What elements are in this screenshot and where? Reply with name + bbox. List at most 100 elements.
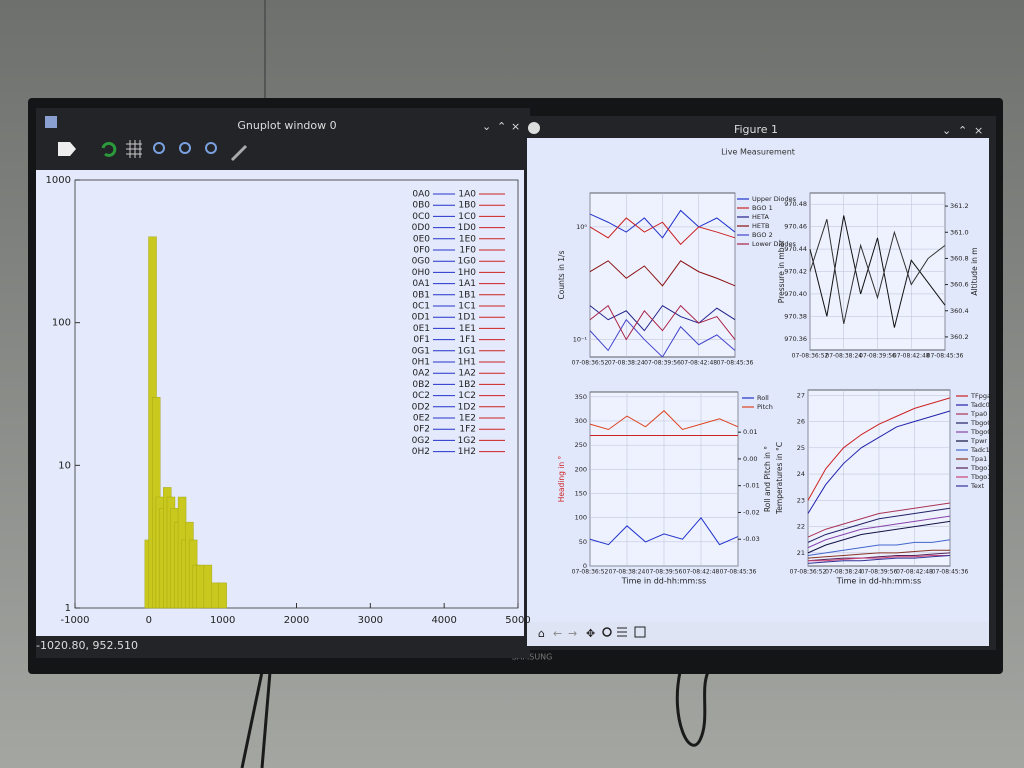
y2-axis-label: Roll and Pitch in ° — [763, 446, 772, 512]
legend-label: TFpga — [970, 392, 991, 400]
legend-label: 0G1 — [412, 346, 430, 356]
y2-axis-label: Altitude in m — [970, 247, 979, 295]
export-button[interactable] — [58, 142, 76, 156]
zoom-out-button[interactable] — [205, 142, 217, 154]
legend-label: 1H1 — [458, 358, 476, 368]
y-tick-label: 350 — [575, 393, 587, 401]
y2-tick-label: -0.03 — [743, 535, 760, 543]
legend-label: 1E0 — [459, 234, 476, 244]
legend-label: Tpwr — [970, 437, 987, 445]
histogram-bar — [211, 582, 220, 609]
data-line — [807, 549, 950, 559]
legend-label: 1A0 — [458, 190, 476, 200]
y2-tick-label: 361.0 — [950, 228, 969, 236]
x-tick-label: 07-08:39:56 — [644, 360, 681, 367]
pan-button[interactable]: ✥ — [586, 627, 595, 640]
legend-label: 0F2 — [413, 425, 430, 435]
y2-tick-label: -0.02 — [743, 508, 760, 516]
y-tick-label: 1000 — [46, 175, 71, 186]
legend-label: 1D0 — [458, 223, 477, 233]
grid-button[interactable] — [126, 140, 142, 158]
y-tick-label: 970.38 — [784, 312, 807, 320]
x-tick-label: 07-08:36:52 — [572, 569, 609, 576]
y2-tick-label: 360.6 — [950, 281, 969, 289]
legend-label: 0A1 — [412, 279, 430, 289]
y-tick-label: 150 — [575, 490, 587, 498]
legend-label: 1G1 — [458, 346, 476, 356]
legend-label: 0A2 — [412, 369, 430, 379]
minimize-button[interactable]: ⌄ — [942, 124, 951, 137]
y-tick-label: 1 — [65, 603, 71, 614]
legend-label: Tadc0 — [970, 401, 990, 409]
data-line — [589, 516, 739, 546]
cables — [240, 671, 710, 768]
y2-tick-label: 360.4 — [950, 307, 969, 315]
back-button[interactable]: ← — [553, 627, 562, 640]
y-tick-label: 0 — [583, 562, 587, 570]
zoom-button[interactable] — [153, 142, 165, 154]
data-line — [809, 215, 946, 328]
forward-button[interactable]: → — [568, 627, 577, 640]
legend-label: Text — [970, 482, 985, 490]
y-tick-label: 100 — [52, 318, 71, 329]
save-button[interactable] — [634, 626, 646, 638]
x-axis-label: Time in dd-hh:mm:ss — [836, 577, 921, 586]
data-line — [807, 507, 951, 543]
legend-label: 1H2 — [458, 447, 476, 457]
legend-label: 1F0 — [459, 246, 476, 256]
replot-button[interactable] — [101, 141, 117, 157]
y-tick-label: 23 — [797, 496, 805, 504]
x-tick-label: 07-08:39:56 — [859, 353, 896, 360]
legend-label: Roll — [757, 394, 769, 402]
close-button[interactable]: × — [974, 124, 983, 137]
close-button[interactable]: × — [511, 120, 520, 133]
legend-label: 0C0 — [412, 212, 430, 222]
legend-label: 1B0 — [458, 201, 476, 211]
zoom-in-button[interactable] — [179, 142, 191, 154]
data-line — [589, 318, 736, 358]
legend-label: Pitch — [757, 403, 773, 411]
x-tick-label: 5000 — [505, 615, 530, 626]
x-tick-label: 07-08:42:48 — [683, 569, 720, 576]
legend-label: Upper Diodes — [752, 195, 797, 203]
legend-label: 1E2 — [459, 414, 476, 424]
maximize-button[interactable]: ⌃ — [958, 124, 967, 137]
x-tick-label: 07-08:42:48 — [896, 569, 933, 576]
window-title: Figure 1 — [734, 123, 778, 136]
zoom-button[interactable] — [602, 627, 612, 637]
figure-title: Live Measurement — [721, 148, 795, 157]
legend-label: 0D1 — [412, 313, 430, 323]
x-tick-label: 07-08:39:56 — [861, 569, 898, 576]
x-tick-label: 07-08:45:36 — [932, 569, 969, 576]
data-line — [589, 209, 736, 239]
histogram-bar — [203, 564, 213, 609]
x-tick-label: 07-08:42:48 — [680, 360, 717, 367]
y-axis-label: Counts in 1/s — [557, 250, 566, 299]
y-tick-label: 300 — [575, 417, 587, 425]
y-tick-label: 22 — [797, 523, 805, 531]
app-icon — [45, 116, 57, 128]
y2-tick-label: 361.2 — [950, 202, 969, 210]
legend-label: 0E1 — [413, 324, 430, 334]
configure-button[interactable] — [617, 627, 627, 637]
legend-label: 0E2 — [413, 414, 430, 424]
maximize-button[interactable]: ⌃ — [497, 120, 506, 133]
y-tick-label: 27 — [797, 391, 805, 399]
legend-label: 0B1 — [412, 290, 430, 300]
data-line — [807, 397, 951, 501]
home-button[interactable]: ⌂ — [538, 627, 545, 640]
minimize-button[interactable]: ⌄ — [482, 120, 491, 133]
y-tick-label: 200 — [575, 465, 587, 473]
settings-button[interactable] — [230, 144, 248, 162]
legend-label: 0B2 — [412, 380, 430, 390]
y-axis-label: Temperatures in °C — [775, 442, 784, 515]
x-tick-label: 07-08:36:52 — [572, 360, 609, 367]
legend-label: 1B1 — [458, 290, 476, 300]
legend-label: 0G0 — [412, 257, 431, 267]
legend-label: 0F0 — [413, 246, 430, 256]
y-tick-label: 970.40 — [784, 290, 807, 298]
x-tick-label: -1000 — [60, 615, 89, 626]
legend-label: 1D1 — [458, 313, 476, 323]
